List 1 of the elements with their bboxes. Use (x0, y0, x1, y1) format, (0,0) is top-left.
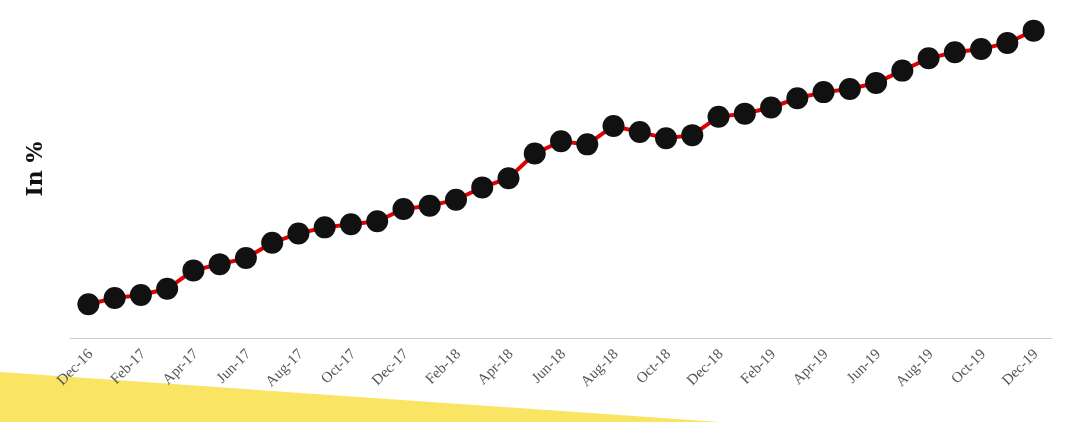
y-axis-title: In % (20, 141, 47, 197)
